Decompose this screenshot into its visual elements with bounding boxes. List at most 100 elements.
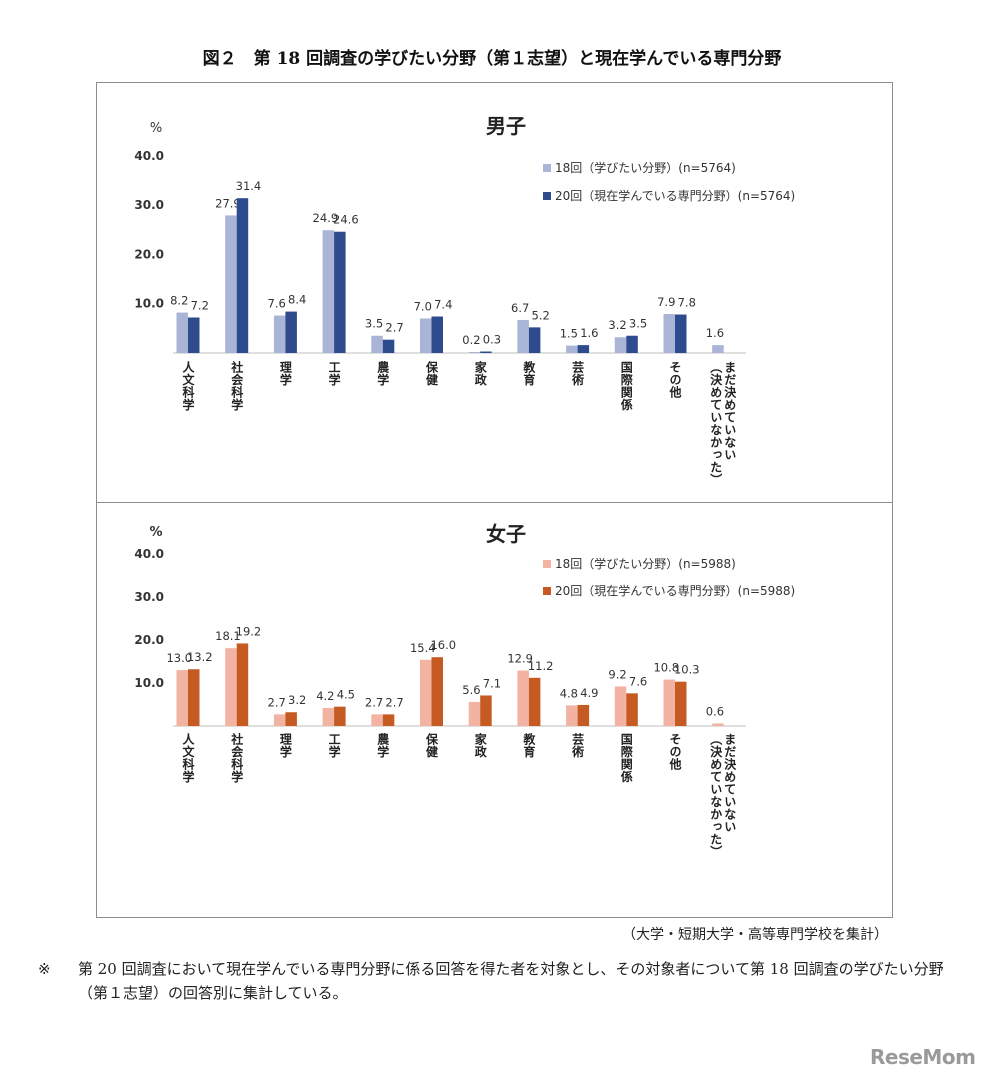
- bar-18: [712, 723, 724, 726]
- data-label: 11.2: [528, 659, 554, 673]
- category-label: 工学: [327, 733, 341, 759]
- chart-male: 男子% 10.0 20.0 30.0 40.0 18回（学びたい分野）(n=5764) 20…: [134, 114, 795, 486]
- data-label: 31.4: [236, 179, 262, 193]
- data-label: 1.5: [560, 327, 578, 341]
- y-axis-unit: %: [150, 121, 162, 136]
- category-label: 農学: [376, 732, 390, 759]
- bar-18: [273, 714, 286, 726]
- bar-20: [236, 198, 249, 353]
- data-label: 7.6: [629, 674, 647, 688]
- bar-20: [626, 335, 638, 353]
- data-label: 2.7: [385, 321, 403, 335]
- bar-20: [577, 345, 590, 353]
- category-label: その他: [668, 733, 682, 771]
- category-label: （決めていなかった）: [709, 361, 723, 486]
- legend-swatch: [543, 560, 551, 568]
- bar-18: [517, 670, 529, 726]
- bar-18: [322, 230, 335, 353]
- bar-20: [528, 677, 541, 726]
- category-label: まだ決めていない: [723, 361, 737, 461]
- data-label: 6.7: [511, 301, 529, 315]
- bar-20: [431, 657, 443, 726]
- bar-18: [663, 314, 675, 353]
- data-label: 3.5: [629, 317, 647, 331]
- data-label: 0.6: [706, 704, 724, 718]
- data-label: 7.4: [434, 298, 452, 312]
- data-label: 7.0: [414, 299, 432, 313]
- bar-20: [675, 314, 687, 353]
- data-label: 10.8: [653, 661, 679, 675]
- data-label: 13.2: [187, 650, 213, 664]
- bar-18: [712, 345, 724, 353]
- bar-20: [382, 339, 395, 353]
- category-label: まだ決めていない: [723, 733, 737, 833]
- data-label: 2.7: [365, 695, 383, 709]
- bar-18: [614, 337, 627, 353]
- legend-swatch: [543, 192, 551, 200]
- y-tick-label: 10.0: [134, 297, 164, 311]
- category-label: 芸術: [571, 360, 585, 387]
- y-tick-label: 30.0: [134, 590, 164, 604]
- chart-title: 男子: [486, 114, 526, 138]
- bar-18: [225, 215, 237, 353]
- bar-20: [675, 681, 687, 726]
- bar-20: [285, 311, 297, 353]
- source-note: （大学・短期大学・高等専門学校を集計）: [622, 927, 888, 943]
- bar-18: [566, 705, 578, 726]
- category-label: 社会科学: [230, 732, 244, 784]
- data-label: 8.4: [288, 293, 306, 307]
- chart-title: 女子: [486, 522, 526, 546]
- bar-20: [431, 316, 443, 353]
- footnote-mark: ※: [38, 960, 51, 978]
- bar-20: [626, 693, 638, 726]
- bar-18: [566, 345, 578, 353]
- data-label: 5.2: [532, 308, 550, 322]
- bar-20: [285, 712, 297, 726]
- category-label: 社会科学: [230, 360, 244, 412]
- legend-swatch: [543, 164, 551, 172]
- legend-label: 18回（学びたい分野）(n=5764): [555, 160, 736, 175]
- bar-18: [176, 670, 188, 726]
- category-label: その他: [668, 361, 682, 399]
- data-label: 7.8: [678, 296, 696, 310]
- category-label: 理学: [278, 733, 292, 759]
- data-label: 3.5: [365, 317, 383, 331]
- data-label: 3.2: [608, 318, 626, 332]
- data-label: 0.2: [462, 333, 480, 347]
- data-label: 7.6: [268, 297, 286, 311]
- data-label: 2.7: [268, 695, 286, 709]
- data-label: 12.9: [507, 652, 533, 666]
- data-label: 27.9: [215, 196, 241, 210]
- legend-label: 20回（現在学んでいる専門分野）(n=5764): [555, 188, 795, 203]
- data-label: 5.6: [462, 683, 480, 697]
- legend-label: 18回（学びたい分野）(n=5988): [555, 556, 736, 571]
- data-label: 18.1: [215, 629, 241, 643]
- bar-18: [225, 648, 237, 726]
- bar-20: [480, 351, 492, 353]
- legend-swatch: [543, 587, 551, 595]
- bar-18: [176, 312, 188, 353]
- y-tick-label: 30.0: [134, 198, 164, 212]
- bar-18: [371, 335, 383, 353]
- data-label: 24.9: [313, 211, 339, 225]
- category-label: 家政: [473, 732, 487, 759]
- bar-20: [528, 327, 541, 353]
- data-label: 2.7: [385, 695, 403, 709]
- category-label: 工学: [327, 361, 341, 387]
- data-label: 8.2: [170, 294, 188, 308]
- category-label: 農学: [376, 360, 390, 387]
- bar-20: [480, 695, 492, 726]
- bar-18: [273, 315, 286, 353]
- data-label: 19.2: [236, 624, 262, 638]
- bar-20: [577, 704, 590, 726]
- figure-title: 図２ 第 18 回調査の学びたい分野（第１志望）と現在学んでいる専門分野: [202, 49, 782, 69]
- category-label: （決めていなかった）: [709, 733, 723, 858]
- bar-20: [334, 231, 346, 353]
- chart-frame: [96, 82, 893, 918]
- y-tick-label: 40.0: [134, 547, 164, 561]
- data-label: 1.6: [706, 326, 724, 340]
- bar-20: [382, 714, 395, 726]
- panel-divider: [96, 502, 893, 503]
- category-label: 人文科学: [181, 360, 195, 412]
- category-label: 教育: [522, 732, 536, 759]
